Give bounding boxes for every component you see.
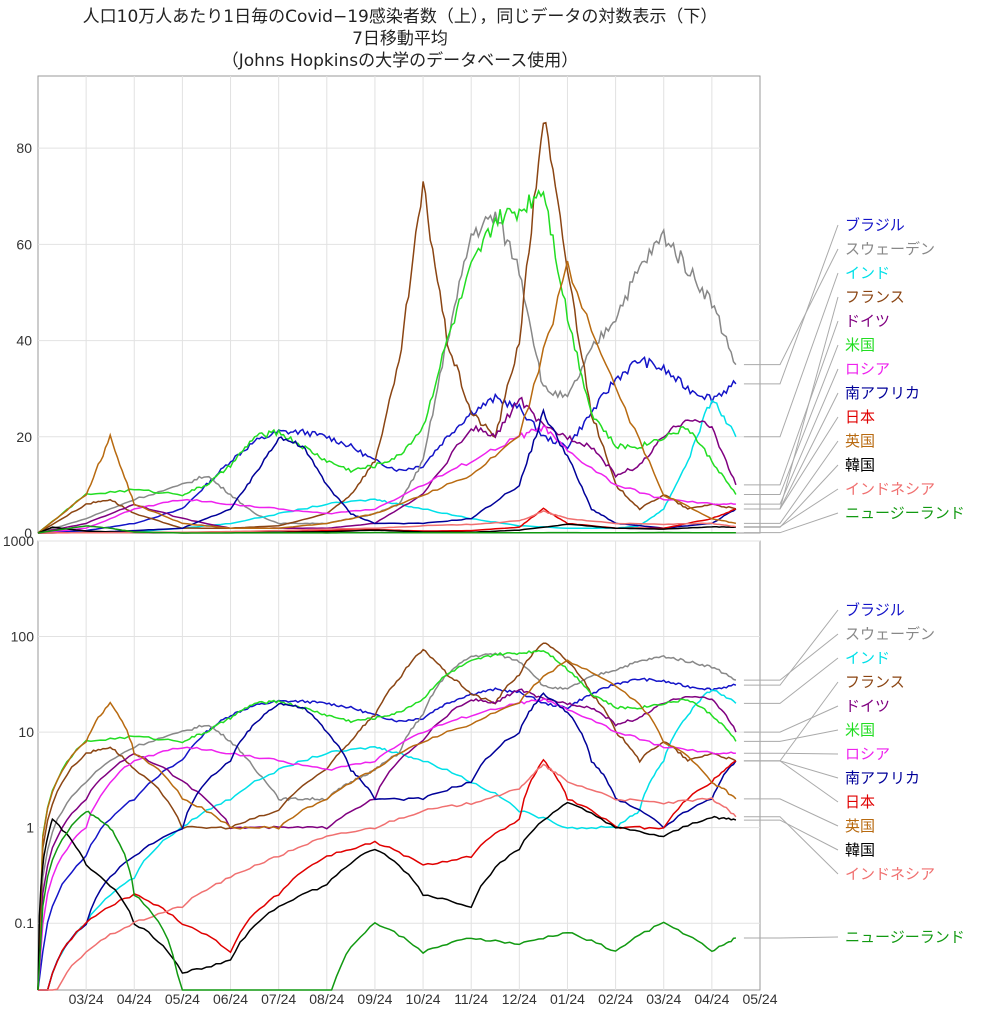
series-line-log <box>37 677 737 991</box>
series-line-linear <box>37 260 737 534</box>
legend-leader-line <box>743 224 839 385</box>
legend-leader-line <box>743 368 839 505</box>
x-tick-label: 04/24 <box>694 991 729 1007</box>
legend-label: 韓国 <box>845 841 875 859</box>
legend-label: 日本 <box>845 793 875 811</box>
x-tick-label: 12/24 <box>502 991 537 1007</box>
legend-label: ロシア <box>845 360 890 378</box>
legend-leader-line <box>743 248 839 366</box>
legend-leader-line <box>743 816 839 875</box>
legend-label: 日本 <box>845 408 875 426</box>
y-tick-label: 60 <box>16 236 32 252</box>
chart-title-line-2: 7日移動平均 <box>352 29 448 49</box>
series-line-linear <box>37 525 736 534</box>
legend-label: インドネシア <box>845 865 935 883</box>
legend-label: ニュージーランド <box>845 928 965 946</box>
series-line-linear <box>37 396 737 534</box>
legend-label: ドイツ <box>845 312 890 330</box>
legend-leader-line <box>743 936 839 939</box>
legend-label: ブラジル <box>845 216 905 234</box>
x-tick-label: 08/24 <box>309 991 344 1007</box>
series-line-linear <box>37 425 736 534</box>
legend-leader-line <box>743 609 839 686</box>
legend-leader-line <box>743 416 839 510</box>
legend-leader-line <box>743 488 839 528</box>
legend-leader-line <box>743 657 839 704</box>
legend-label: ブラジル <box>845 601 905 619</box>
chart-title-line-3: （Johns Hopkinsの大学のデータベース使用） <box>221 51 579 71</box>
legend-label: フランス <box>845 673 905 691</box>
legend-leader-line <box>743 681 839 762</box>
legend-leader-line <box>743 752 839 755</box>
legend-leader-line <box>743 512 839 534</box>
legend-label: インド <box>845 649 890 667</box>
legend-label: スウェーデン <box>845 625 935 643</box>
legend-label: インドネシア <box>845 480 935 498</box>
legend-label: 韓国 <box>845 456 875 474</box>
y-tick-label: 20 <box>16 429 32 445</box>
y-tick-label: 100 <box>11 629 35 645</box>
x-tick-label: 11/24 <box>454 991 488 1007</box>
legend-label: インド <box>845 264 890 282</box>
legend-label: ロシア <box>845 745 890 763</box>
series-line-linear <box>37 211 737 534</box>
x-tick-label: 02/24 <box>598 991 633 1007</box>
x-tick-label: 06/24 <box>213 991 248 1007</box>
legend-label: 英国 <box>845 817 875 835</box>
legend-leader-line <box>743 320 839 486</box>
legend-label: 米国 <box>845 336 875 354</box>
legend-label: 南アフリカ <box>845 769 920 787</box>
series-line-log <box>37 698 736 991</box>
y-tick-label: 0.1 <box>15 915 35 931</box>
series-line-log <box>37 652 737 991</box>
series-line-log <box>37 801 737 991</box>
legend-leader-line <box>743 760 839 803</box>
series-line-log <box>37 688 737 991</box>
x-tick-label: 07/24 <box>261 991 296 1007</box>
x-tick-label: 10/24 <box>406 991 441 1007</box>
legend-leader-line <box>743 440 839 524</box>
series-line-log <box>38 763 737 991</box>
x-tick-label: 05/24 <box>165 991 200 1007</box>
legend-label: ドイツ <box>845 697 890 715</box>
y-tick-label: 80 <box>16 140 32 156</box>
legend-leader-line <box>743 760 839 779</box>
legend-label: 米国 <box>845 721 875 739</box>
legend-leader-line <box>743 633 839 681</box>
legend-leader-line <box>743 819 839 851</box>
series-line-log <box>38 758 737 991</box>
legend-leader-line <box>743 729 839 742</box>
series-line-linear <box>37 189 737 534</box>
legend-label: 南アフリカ <box>845 384 920 402</box>
legend-label: フランス <box>845 288 905 306</box>
legend-label: 英国 <box>845 432 875 450</box>
legend-leader-line <box>743 798 839 827</box>
series-line-log <box>37 659 737 991</box>
y-tick-label: 10 <box>18 724 34 740</box>
y-tick-label: 0 <box>24 525 32 541</box>
legend-leader-line <box>743 705 839 733</box>
series-line-log <box>37 810 736 991</box>
x-tick-label: 03/24 <box>69 991 104 1007</box>
legend-leader-line <box>743 272 839 438</box>
x-tick-label: 04/24 <box>117 991 152 1007</box>
legend-label: スウェーデン <box>845 240 935 258</box>
linear-plot-frame <box>37 75 761 534</box>
x-tick-label: 05/24 <box>742 991 777 1007</box>
x-tick-label: 09/24 <box>357 991 392 1007</box>
legend-label: ニュージーランド <box>845 504 965 522</box>
series-line-log <box>38 692 737 991</box>
series-line-log <box>37 649 737 991</box>
x-tick-label: 03/24 <box>646 991 681 1007</box>
series-line-linear <box>37 121 737 534</box>
y-tick-label: 40 <box>16 333 32 349</box>
y-tick-label: 1000 <box>3 533 34 549</box>
chart-title-line-1: 人口10万人あたり1日毎のCovid−19感染者数（上），同じデータの対数表示（… <box>82 7 718 27</box>
series-line-linear <box>38 407 737 534</box>
y-tick-label: 1 <box>26 820 34 836</box>
log-plot-frame <box>37 540 761 991</box>
x-tick-label: 01/24 <box>550 991 585 1007</box>
legend-leader-line <box>743 344 839 496</box>
